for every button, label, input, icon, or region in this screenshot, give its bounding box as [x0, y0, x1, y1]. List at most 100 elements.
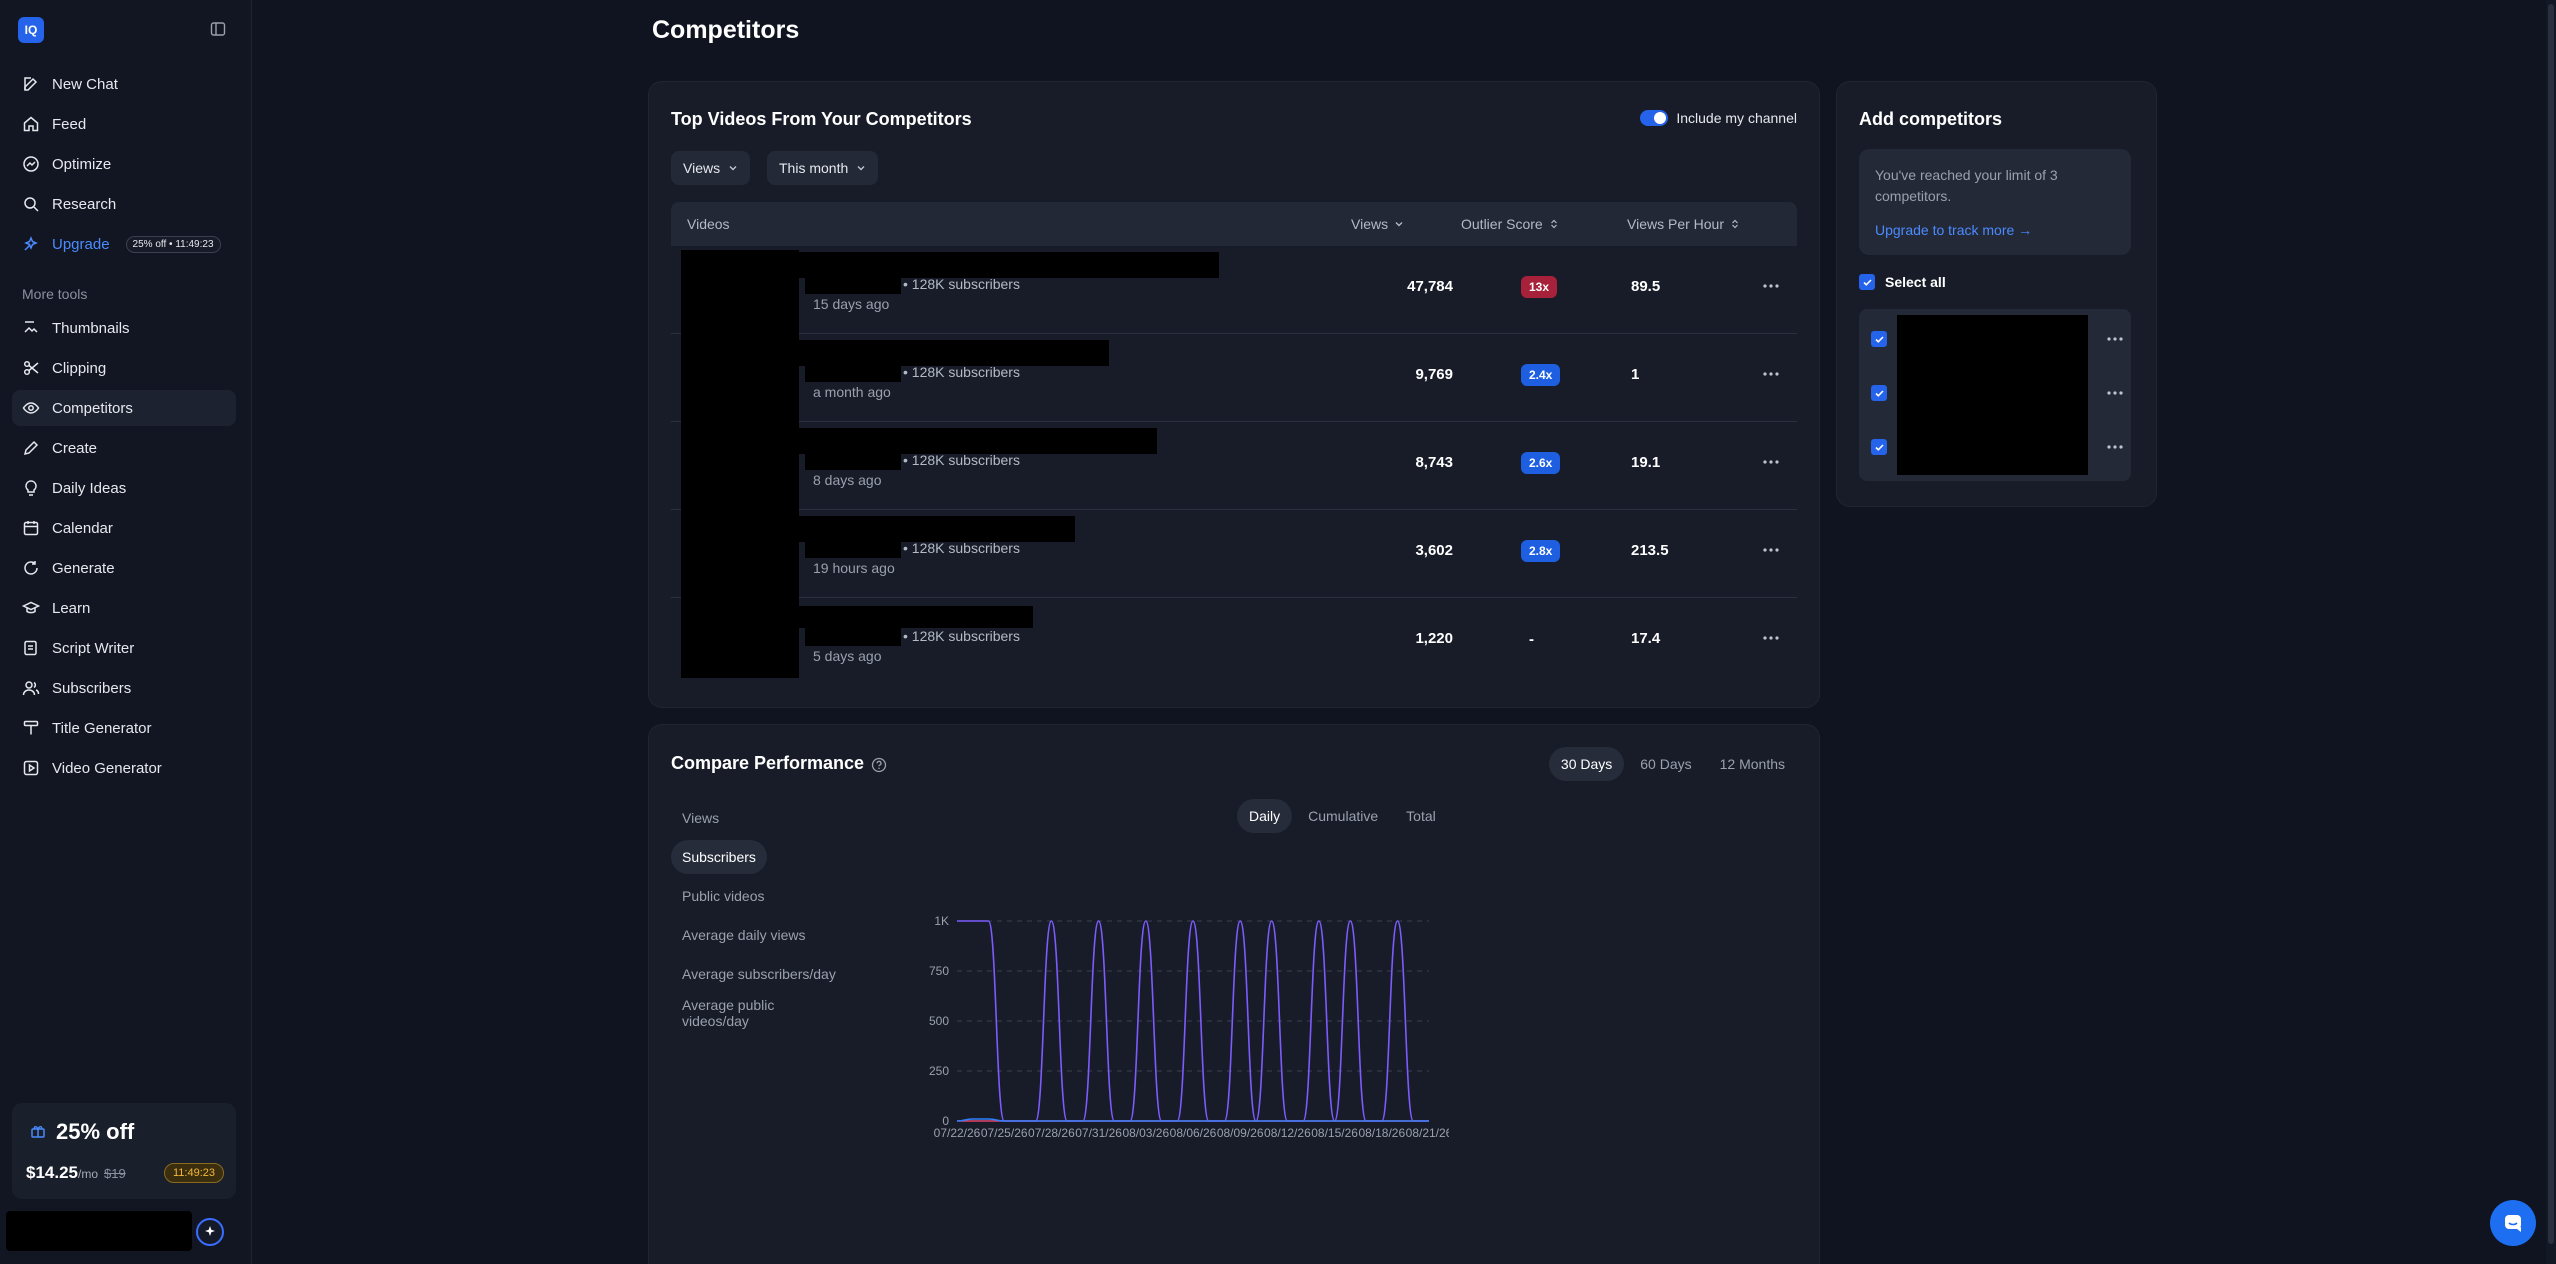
sidebar-item-new-chat[interactable]: New Chat	[12, 66, 236, 102]
sidebar-item-feed[interactable]: Feed	[12, 106, 236, 142]
video-thumbnails[interactable]	[681, 250, 799, 678]
more-options-icon[interactable]	[2107, 391, 2123, 395]
toggle-switch[interactable]	[1640, 110, 1669, 126]
channel-name[interactable]	[805, 276, 901, 294]
column-header-vph[interactable]: Views Per Hour	[1627, 216, 1740, 232]
tab-daily[interactable]: Daily	[1237, 799, 1293, 833]
outlier-badge: 2.8x	[1521, 540, 1561, 562]
pencil-icon	[23, 440, 39, 456]
tab-12-months[interactable]: 12 Months	[1719, 756, 1785, 772]
tab-60-days[interactable]: 60 Days	[1640, 756, 1692, 772]
more-options-icon[interactable]	[1763, 372, 1779, 376]
x-tick-label: 07/31/26	[1075, 1126, 1122, 1140]
top-videos-card: Top Videos From Your Competitors Include…	[648, 81, 1820, 708]
x-tick-label: 08/21/26	[1406, 1126, 1449, 1140]
graduation-cap-icon	[22, 601, 40, 614]
x-tick-label: 08/12/26	[1264, 1126, 1311, 1140]
more-options-icon[interactable]	[1763, 548, 1779, 552]
more-options-icon[interactable]	[1763, 636, 1779, 640]
select-all-checkbox[interactable]: Select all	[1859, 274, 1946, 290]
column-header-outlier[interactable]: Outlier Score	[1461, 216, 1559, 232]
promo-card[interactable]: 25% off $14.25/mo $19 11:49:23	[12, 1103, 236, 1199]
tab-30-days[interactable]: 30 Days	[1548, 747, 1625, 781]
metric-average-subscribers-day[interactable]: Average subscribers/day	[682, 966, 836, 982]
app-logo[interactable]: IQ	[18, 17, 44, 43]
sidebar-item-clipping[interactable]: Clipping	[12, 350, 236, 386]
metric-public-videos[interactable]: Public videos	[682, 888, 765, 904]
sidebar-item-script-writer[interactable]: Script Writer	[12, 630, 236, 666]
video-title[interactable]	[799, 606, 1033, 628]
more-options-icon[interactable]	[2107, 337, 2123, 341]
column-header-views[interactable]: Views	[1351, 216, 1404, 232]
more-options-icon[interactable]	[2107, 445, 2123, 449]
sidebar-item-learn[interactable]: Learn	[12, 590, 236, 626]
metric-subscribers[interactable]: Subscribers	[671, 840, 767, 874]
sidebar-item-label: Create	[52, 439, 98, 457]
table-row[interactable]: • 128K subscribers 8 days ago 8,743 2.6x…	[671, 422, 1797, 510]
sidebar-toggle-icon[interactable]	[208, 19, 228, 39]
period-filter-dropdown[interactable]: This month	[767, 151, 879, 185]
sidebar-item-generate[interactable]: Generate	[12, 550, 236, 586]
sidebar-item-daily-ideas[interactable]: Daily Ideas	[12, 470, 236, 506]
video-title[interactable]	[799, 340, 1109, 366]
table-row[interactable]: • 128K subscribers a month ago 9,769 2.4…	[671, 334, 1797, 422]
y-tick-label: 0	[942, 1114, 949, 1128]
subscriber-count: • 128K subscribers	[903, 452, 1020, 468]
sidebar-item-upgrade[interactable]: Upgrade 25% off • 11:49:23	[12, 226, 236, 262]
video-title[interactable]	[799, 516, 1075, 542]
table-row[interactable]: • 128K subscribers 5 days ago 1,220 - 17…	[671, 598, 1797, 686]
more-options-icon[interactable]	[1763, 460, 1779, 464]
sidebar-item-optimize[interactable]: Optimize	[12, 146, 236, 182]
views-value: 3,602	[1415, 542, 1453, 559]
sidebar-item-competitors[interactable]: Competitors	[12, 390, 236, 426]
tab-total[interactable]: Total	[1406, 808, 1436, 824]
period-filter-value: This month	[779, 160, 849, 176]
sidebar-item-research[interactable]: Research	[12, 186, 236, 222]
include-my-channel-toggle[interactable]: Include my channel	[1640, 110, 1797, 126]
channel-name[interactable]	[805, 452, 901, 470]
sidebar-item-thumbnails[interactable]: Thumbnails	[12, 310, 236, 346]
users-icon	[22, 681, 40, 696]
competitor-checkbox[interactable]	[1871, 331, 1887, 347]
ai-assistant-button[interactable]	[196, 1218, 224, 1246]
page-scrollbar[interactable]	[2546, 0, 2556, 1264]
competitor-checkbox[interactable]	[1871, 439, 1887, 455]
metric-views[interactable]: Views	[682, 810, 720, 826]
sidebar-item-label: Upgrade	[52, 235, 110, 253]
help-icon[interactable]	[871, 757, 887, 773]
metric-average-public-videos-day[interactable]: Average public videos/day	[682, 997, 775, 1029]
sidebar-item-video-generator[interactable]: Video Generator	[12, 750, 236, 786]
channel-name[interactable]	[805, 628, 901, 646]
channel-name[interactable]	[805, 540, 901, 558]
home-icon	[23, 116, 39, 132]
competitor-channels[interactable]	[1897, 315, 2088, 475]
sidebar-item-subscribers[interactable]: Subscribers	[12, 670, 236, 706]
x-tick-label: 08/09/26	[1217, 1126, 1264, 1140]
sidebar-item-title-generator[interactable]: Title Generator	[12, 710, 236, 746]
video-title[interactable]	[799, 428, 1157, 454]
metric-filter-dropdown[interactable]: Views	[671, 151, 751, 185]
optimize-icon	[23, 156, 39, 172]
metric-average-daily-views[interactable]: Average daily views	[682, 927, 806, 943]
tab-cumulative[interactable]: Cumulative	[1308, 808, 1379, 824]
checkbox[interactable]	[1859, 274, 1875, 290]
competitor-checkbox[interactable]	[1871, 385, 1887, 401]
sidebar-item-calendar[interactable]: Calendar	[12, 510, 236, 546]
check-icon	[1874, 443, 1884, 451]
account-menu[interactable]	[6, 1211, 192, 1251]
chat-support-button[interactable]	[2490, 1200, 2536, 1246]
x-tick-label: 08/03/26	[1122, 1126, 1169, 1140]
sidebar-item-create[interactable]: Create	[12, 430, 236, 466]
vph-value: 17.4	[1631, 630, 1661, 647]
table-row[interactable]: • 128K subscribers 15 days ago 47,784 13…	[671, 246, 1797, 334]
script-icon	[24, 640, 37, 656]
scrollbar-thumb[interactable]	[2548, 4, 2554, 1244]
upgrade-link[interactable]: Upgrade to track more →	[1875, 222, 2033, 238]
check-icon	[1874, 389, 1884, 397]
channel-name[interactable]	[805, 364, 901, 382]
search-icon	[24, 197, 39, 212]
video-title[interactable]	[799, 252, 1219, 278]
table-row[interactable]: • 128K subscribers 19 hours ago 3,602 2.…	[671, 510, 1797, 598]
more-options-icon[interactable]	[1763, 284, 1779, 288]
scissors-icon	[23, 360, 39, 376]
